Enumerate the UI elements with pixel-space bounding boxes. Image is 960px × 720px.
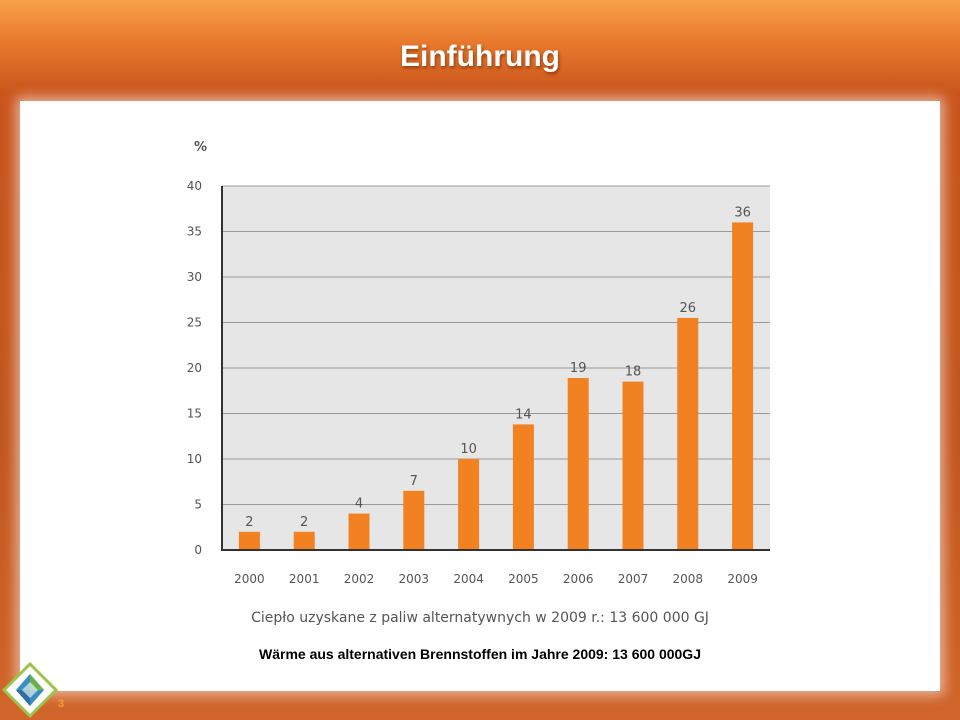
bar bbox=[348, 513, 370, 550]
data-label: 4 bbox=[355, 497, 363, 512]
x-tick-label: 2008 bbox=[673, 572, 704, 586]
y-tick-label: 35 bbox=[187, 225, 202, 239]
bar bbox=[677, 317, 699, 550]
x-tick-label: 2007 bbox=[618, 572, 649, 586]
data-labels: 2 2 4 7 10 14 19 18 26 36 bbox=[245, 205, 751, 529]
data-label: 14 bbox=[515, 407, 532, 422]
axes bbox=[221, 186, 770, 551]
y-axis-tick-labels: 0 5 10 15 20 25 30 35 40 bbox=[187, 179, 202, 557]
y-tick-label: 30 bbox=[187, 270, 202, 284]
x-tick-label: 2001 bbox=[289, 572, 320, 586]
y-tick-label: 25 bbox=[187, 316, 202, 330]
data-label: 2 bbox=[245, 515, 253, 530]
x-axis-tick-labels: 2000 2001 2002 2003 2004 2005 2006 2007 2008 2009 bbox=[234, 572, 758, 586]
bar bbox=[293, 531, 315, 550]
data-label: 7 bbox=[410, 474, 418, 489]
y-tick-label: 40 bbox=[187, 179, 202, 193]
bar bbox=[238, 531, 260, 550]
y-tick-label: 10 bbox=[187, 452, 202, 466]
chart-image: % 0 5 10 15 20 25 30 35 40 2 2 4 7 10 14 19 18 26 36 2000… bbox=[140, 111, 820, 636]
bar bbox=[567, 378, 589, 550]
y-tick-label: 15 bbox=[187, 407, 202, 421]
slide-caption: Wärme aus alternativen Brennstoffen im J… bbox=[259, 646, 701, 662]
bars bbox=[238, 222, 754, 550]
page-number: 3 bbox=[58, 698, 65, 710]
slide-title: Einführung bbox=[400, 40, 560, 73]
data-label: 19 bbox=[570, 361, 587, 376]
bar bbox=[403, 490, 425, 550]
x-tick-label: 2003 bbox=[399, 572, 430, 586]
y-tick-label: 0 bbox=[194, 543, 202, 557]
data-label: 2 bbox=[300, 515, 308, 530]
logo-icon bbox=[1, 661, 59, 719]
x-axis-caption: Ciepło uzyskane z paliw alternatywnych w… bbox=[251, 610, 709, 626]
y-tick-label: 20 bbox=[187, 361, 202, 375]
x-tick-label: 2004 bbox=[453, 572, 484, 586]
bar bbox=[458, 459, 480, 550]
bar bbox=[732, 222, 754, 550]
x-tick-label: 2000 bbox=[234, 572, 265, 586]
x-tick-label: 2009 bbox=[727, 572, 758, 586]
x-tick-label: 2005 bbox=[508, 572, 539, 586]
y-tick-label: 5 bbox=[194, 498, 202, 512]
data-label: 10 bbox=[460, 442, 477, 457]
bar bbox=[622, 381, 644, 550]
data-label: 18 bbox=[625, 365, 642, 380]
x-tick-label: 2002 bbox=[344, 572, 375, 586]
bar bbox=[512, 424, 534, 550]
x-tick-label: 2006 bbox=[563, 572, 594, 586]
data-label: 36 bbox=[734, 205, 751, 220]
data-label: 26 bbox=[680, 301, 697, 316]
y-axis-unit-label: % bbox=[194, 140, 207, 155]
